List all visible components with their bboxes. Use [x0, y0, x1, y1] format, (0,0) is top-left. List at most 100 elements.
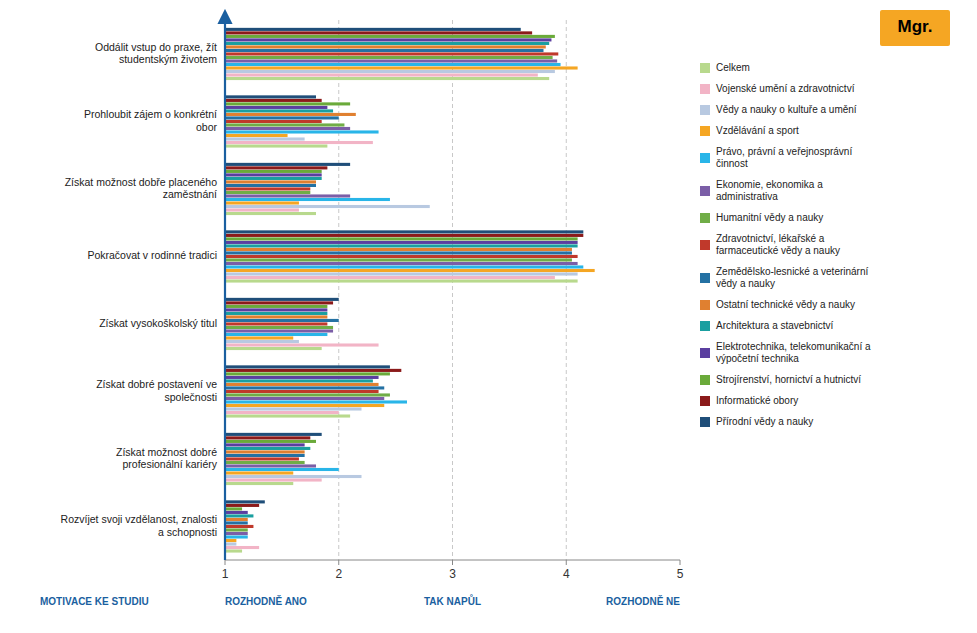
- bar: [225, 315, 327, 318]
- legend-label: Zemědělsko-lesnické a veterinárnívědy a …: [716, 266, 869, 289]
- bar: [225, 99, 322, 102]
- bar: [225, 386, 384, 389]
- tick-label: 4: [563, 567, 570, 581]
- legend-label: Vojenské umění a zdravotnictví: [716, 83, 855, 94]
- bar: [225, 535, 248, 538]
- annotation: MOTIVACE KE STUDIU: [40, 596, 149, 607]
- category-label: Pokračovat v rodinné tradici: [87, 249, 217, 261]
- tick: [680, 560, 681, 565]
- legend-label: Celkem: [716, 62, 750, 73]
- tick: [452, 560, 453, 565]
- bar: [225, 383, 379, 386]
- bar: [225, 549, 242, 552]
- bar: [225, 340, 299, 343]
- bar: [225, 63, 561, 66]
- legend-label: Humanitní vědy a nauky: [716, 212, 823, 223]
- grid-line: [566, 20, 567, 560]
- legend-label: Informatické obory: [716, 395, 798, 406]
- bar: [225, 436, 310, 439]
- legend-label: Vzdělávání a sport: [716, 125, 799, 136]
- bar: [225, 450, 305, 453]
- bar: [225, 130, 379, 133]
- legend-swatch: [700, 273, 710, 283]
- bar: [225, 141, 373, 144]
- bar: [225, 312, 327, 315]
- bar: [225, 329, 333, 332]
- bar: [225, 208, 299, 211]
- bar: [225, 379, 373, 382]
- bar: [225, 478, 322, 481]
- tick: [225, 560, 226, 565]
- bar: [225, 251, 572, 254]
- bar: [225, 390, 379, 393]
- bar: [225, 372, 390, 375]
- bar: [225, 237, 578, 240]
- bar: [225, 507, 242, 510]
- tick-label: 1: [222, 567, 229, 581]
- bar: [225, 532, 248, 535]
- bar: [225, 106, 327, 109]
- bar: [225, 514, 253, 517]
- annotation: ROZHODNĚ NE: [606, 595, 680, 607]
- annotation: TAK NAPŮL: [424, 594, 481, 607]
- legend-swatch: [700, 300, 710, 310]
- grid: [339, 20, 567, 560]
- annotation: ROZHODNĚ ANO: [225, 595, 307, 607]
- bar: [225, 258, 572, 261]
- bar: [225, 70, 555, 73]
- badge-text: Mgr.: [898, 17, 933, 36]
- arrow: [224, 12, 226, 560]
- bar: [225, 393, 390, 396]
- grid-line: [338, 20, 339, 560]
- category-label: Získat možnost dobře placenéhozaměstnání: [65, 175, 217, 200]
- legend-label: Zdravotnictví, lékařské afarmaceutické v…: [716, 233, 840, 256]
- bar: [225, 194, 350, 197]
- bar: [225, 38, 551, 41]
- annotations: ROZHODNĚ ANO TAK NAPŮL ROZHODNĚ NE MOTIVACE…: [40, 594, 680, 607]
- bar: [225, 272, 578, 275]
- badge: Mgr.: [880, 10, 950, 46]
- legend-swatch: [700, 105, 710, 115]
- bar: [225, 31, 532, 34]
- bar: [225, 343, 379, 346]
- bar: [225, 336, 293, 339]
- bar: [225, 397, 384, 400]
- bar: [225, 298, 339, 301]
- bar: [225, 504, 259, 507]
- bar: [225, 56, 553, 59]
- bar: [225, 319, 339, 322]
- legend-swatch: [700, 396, 710, 406]
- bar: [225, 35, 555, 38]
- legend-swatch: [700, 348, 710, 358]
- legend-label: Ekonomie, ekonomika aadministrativa: [716, 179, 823, 202]
- bar: [225, 414, 350, 417]
- legend-swatch: [700, 375, 710, 385]
- bar: [225, 279, 578, 282]
- legend-swatch: [700, 153, 710, 163]
- bar: [225, 109, 333, 112]
- bar: [225, 443, 305, 446]
- tick-label: 5: [677, 567, 684, 581]
- category-label: Získat vysokoškolský titul: [99, 317, 217, 329]
- bar: [225, 404, 384, 407]
- bar: [225, 461, 305, 464]
- bar: [225, 173, 322, 176]
- bar: [225, 511, 248, 514]
- bar: [225, 411, 339, 414]
- bar: [225, 201, 299, 204]
- bar: [225, 187, 310, 190]
- bar: [225, 77, 549, 80]
- bar: [225, 163, 350, 166]
- legend-swatch: [700, 84, 710, 94]
- bar: [225, 45, 546, 48]
- bar: [225, 166, 327, 169]
- bar: [225, 369, 401, 372]
- bar: [225, 468, 339, 471]
- bar: [225, 28, 521, 31]
- legend-label: Strojírenství, hornictví a hutnictví: [716, 374, 861, 385]
- bar: [225, 347, 322, 350]
- bar: [225, 244, 578, 247]
- bar: [225, 454, 305, 457]
- bar: [225, 333, 327, 336]
- legend-swatch: [700, 417, 710, 427]
